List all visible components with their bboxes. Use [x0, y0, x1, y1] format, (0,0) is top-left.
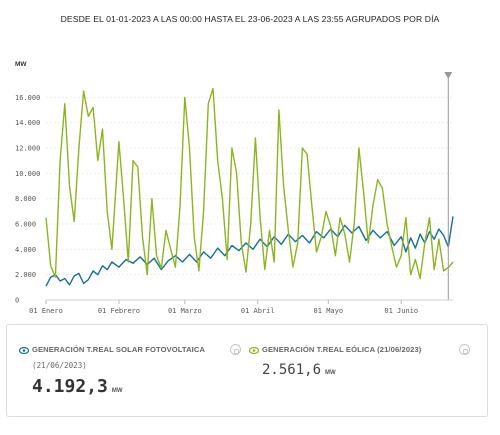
y-tick-label: 4.000: [15, 246, 36, 254]
y-tick-label: 14.000: [15, 119, 40, 127]
x-tick-label: 01 Enero: [29, 307, 63, 315]
series-line-eolica[interactable]: [45, 87, 454, 280]
lock-icon[interactable]: [230, 344, 241, 355]
legend-solar-name: GENERACIÓN T.REAL SOLAR FOTOVOLTAICA: [32, 345, 206, 354]
y-tick-label: 12.000: [15, 145, 40, 153]
y-tick-label: 8.000: [15, 195, 36, 203]
x-tick-label: 01 Junio: [384, 307, 418, 315]
legend-card: GENERACIÓN T.REAL SOLAR FOTOVOLTAICA (21…: [6, 324, 488, 417]
legend-eolica-name: GENERACIÓN T.REAL EÓLICA (21/06/2023): [262, 345, 422, 354]
x-tick-label: 01 Abril: [241, 307, 275, 315]
y-tick-label: 16.000: [15, 94, 40, 102]
chart-plot[interactable]: MW 0 2.000 4.000 6.000 8.000 10.000 12.000 14.00…: [0, 0, 500, 320]
x-tick-label: 01 Febrero: [98, 307, 140, 315]
legend-solar-value: 4.192,3: [32, 376, 108, 397]
legend-item-solar[interactable]: GENERACIÓN T.REAL SOLAR FOTOVOLTAICA (21…: [19, 345, 205, 397]
legend-eolica-value: 2.561,6: [262, 362, 322, 378]
lock-icon[interactable]: [459, 344, 470, 355]
legend-solar-unit: MW: [111, 388, 123, 394]
y-tick-label: 10.000: [15, 170, 40, 178]
y-tick-label: 0: [15, 297, 19, 305]
y-axis-unit: MW: [15, 61, 27, 68]
x-tick-label: 01 Marzo: [168, 307, 202, 315]
eye-icon[interactable]: [19, 346, 29, 354]
cursor-marker[interactable]: [444, 72, 453, 79]
eye-icon[interactable]: [249, 346, 259, 354]
legend-item-eolica[interactable]: GENERACIÓN T.REAL EÓLICA (21/06/2023) 2.…: [249, 345, 421, 379]
series-line-solar[interactable]: [45, 216, 454, 287]
chart-title: DESDE EL 01-01-2023 A LAS 00:00 HASTA EL…: [60, 14, 440, 24]
y-tick-label: 6.000: [15, 221, 36, 229]
y-tick-label: 2.000: [15, 271, 36, 279]
legend-solar-date: (21/06/2023): [32, 361, 87, 370]
x-tick-label: 01 Mayo: [314, 307, 344, 315]
legend-eolica-unit: MW: [325, 370, 336, 376]
